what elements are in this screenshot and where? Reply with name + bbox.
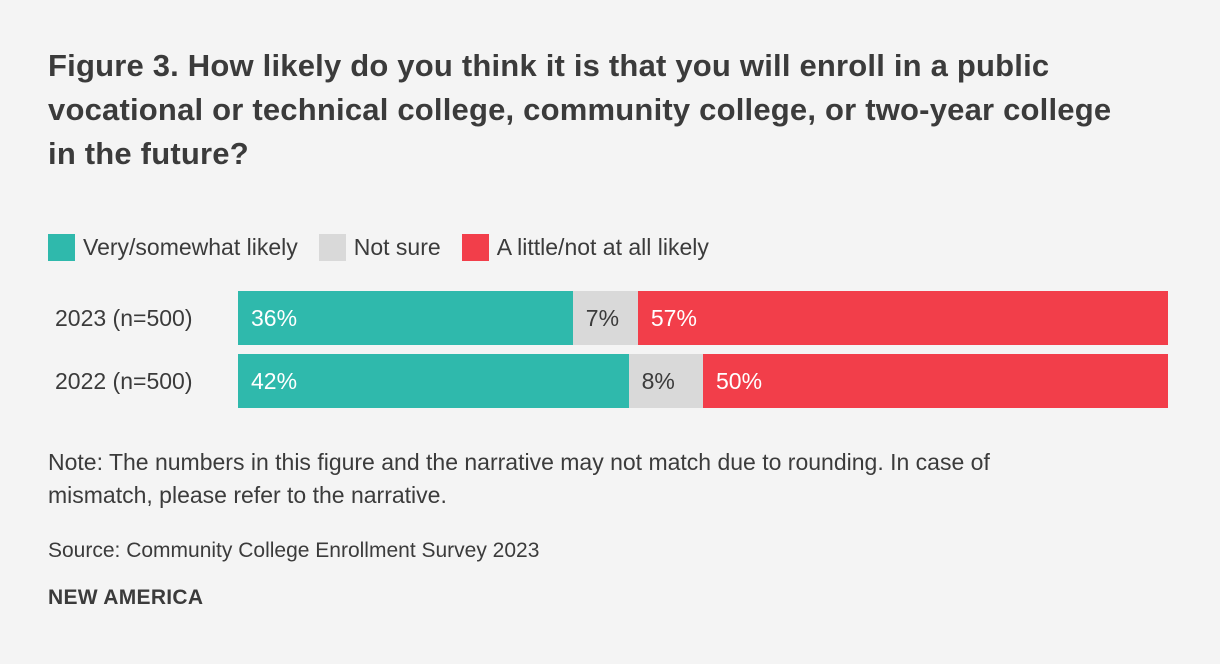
legend-label: Not sure xyxy=(353,234,441,260)
bar-segment: 50% xyxy=(702,354,1168,408)
bar-segment: 57% xyxy=(637,291,1168,345)
bar-segment: 36% xyxy=(238,291,573,345)
figure-title: Figure 3. How likely do you think it is … xyxy=(48,48,1112,171)
bar-segment: 7% xyxy=(572,291,638,345)
legend-swatch-icon xyxy=(48,234,75,261)
legend-item-1: Very/somewhat likely xyxy=(48,234,298,261)
legend-item-2: Not sure xyxy=(318,234,441,261)
legend-item-3: A little/not at all likely xyxy=(461,234,709,261)
bar-value-label: 57% xyxy=(650,304,697,331)
bar-group: 42% 8% 50% xyxy=(238,354,1168,408)
note-text: Note: The numbers in this figure and the… xyxy=(48,449,990,508)
bar-value-label: 42% xyxy=(251,367,298,394)
bar-segment: 8% xyxy=(628,354,703,408)
brand-logo: NEW AMERICA xyxy=(48,586,204,609)
bar-value-label: 50% xyxy=(715,367,763,394)
chart-row: 2022 (n=500) 42% 8% 50% xyxy=(48,354,1168,408)
legend: Very/somewhat likely Not sure A little/not… xyxy=(48,234,709,261)
bar-value-label: 8% xyxy=(641,367,675,394)
bar-value-label: 36% xyxy=(251,304,298,331)
chart-row: 2023 (n=500) 36% 7% 57% xyxy=(48,291,1168,345)
bar-value-label: 7% xyxy=(585,304,620,331)
bar-segment: 42% xyxy=(238,354,629,408)
source-text: Source: Community College Enrollment Sur… xyxy=(48,539,540,562)
stacked-bar-chart: 2023 (n=500) 36% 7% 57% 2022 (n=500) 42% 8% 50% xyxy=(48,291,1168,417)
row-label: 2023 (n=500) xyxy=(55,304,193,331)
bar-group: 36% 7% 57% xyxy=(238,291,1168,345)
legend-swatch-icon xyxy=(318,234,346,261)
legend-label: Very/somewhat likely xyxy=(83,234,298,260)
row-label: 2022 (n=500) xyxy=(55,367,193,394)
legend-swatch-icon xyxy=(461,234,489,261)
legend-label: A little/not at all likely xyxy=(496,234,709,260)
